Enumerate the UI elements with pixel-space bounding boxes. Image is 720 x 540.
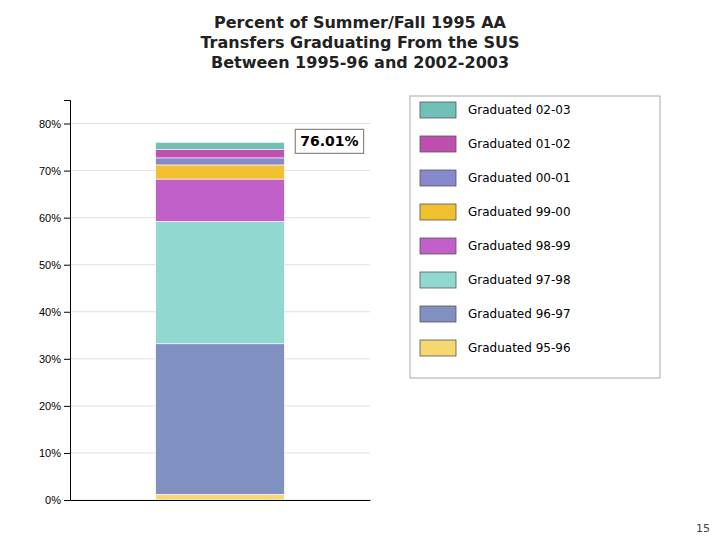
series <box>156 149 285 157</box>
bar-segment <box>156 344 285 495</box>
grid-line <box>70 123 370 124</box>
legend-item: Graduated 99-00 <box>420 204 571 220</box>
title-line: Transfers Graduating From the SUS <box>200 33 519 52</box>
annotation-text: 76.01% <box>300 133 358 149</box>
legend-label: Graduated 97-98 <box>468 273 571 287</box>
bar-segment <box>156 221 285 343</box>
series <box>156 142 285 149</box>
bars <box>156 142 285 500</box>
tick-label: 60% <box>39 212 61 224</box>
series <box>156 494 285 500</box>
y-tick: 70% <box>39 165 70 177</box>
plot: 0% 10% 20% 30% 40% 50% 60% 70% 80% 76.01% <box>39 101 371 507</box>
legend-item: Graduated 95-96 <box>420 340 571 356</box>
bar-segment <box>156 179 285 221</box>
bar-segment <box>156 165 285 179</box>
title: Percent of Summer/Fall 1995 AATransfers … <box>200 13 519 72</box>
grid <box>70 124 370 500</box>
y-axis: 0% 10% 20% 30% 40% 50% 60% 70% 80% <box>39 101 71 507</box>
series <box>156 179 285 221</box>
legend-swatch <box>420 340 456 356</box>
tick-mark <box>64 124 70 125</box>
bar-segment <box>156 149 285 157</box>
y-tick: 10% <box>39 447 70 459</box>
title-line: Percent of Summer/Fall 1995 AA <box>214 13 507 32</box>
legend-label: Graduated 99-00 <box>468 205 571 219</box>
y-tick: 30% <box>39 353 70 365</box>
legend-item: Graduated 02-03 <box>420 102 571 118</box>
page-number: 15 <box>696 522 710 535</box>
series <box>156 165 285 179</box>
legend-label: Graduated 98-99 <box>468 239 571 253</box>
annotation-box <box>295 129 363 153</box>
legend-swatch <box>420 306 456 322</box>
y-tick: 20% <box>39 400 70 412</box>
legend-swatch <box>420 136 456 152</box>
tick-mark <box>64 453 70 454</box>
y-tick: 0% <box>45 494 70 506</box>
legend-item: Graduated 96-97 <box>420 306 571 322</box>
tick-label: 0% <box>45 494 61 506</box>
legend-label: Graduated 02-03 <box>468 103 571 117</box>
axis-line <box>64 101 71 501</box>
legend-swatch <box>420 238 456 254</box>
x-axis <box>71 500 371 502</box>
tick-label: 80% <box>39 118 61 130</box>
legend-label: Graduated 95-96 <box>468 341 571 355</box>
legend-label: Graduated 96-97 <box>468 307 571 321</box>
tick-label: 50% <box>39 259 61 271</box>
tick-mark <box>64 265 70 266</box>
legend-frame <box>410 96 660 378</box>
tick-label: 10% <box>39 447 61 459</box>
series <box>156 344 285 495</box>
legend-swatch <box>420 170 456 186</box>
legend-swatch <box>420 204 456 220</box>
title-line: Between 1995-96 and 2002-2003 <box>211 53 509 72</box>
tick-mark <box>64 218 70 219</box>
tick-mark <box>64 500 70 501</box>
tick-label: 70% <box>39 165 61 177</box>
tick-mark <box>64 312 70 313</box>
legend-item: Graduated 01-02 <box>420 136 571 152</box>
tick-label: 40% <box>39 306 61 318</box>
legend: Graduated 02-03 Graduated 01-02 Graduated … <box>410 96 660 378</box>
legend-swatch <box>420 272 456 288</box>
y-tick: 50% <box>39 259 70 271</box>
tick-label: 20% <box>39 400 61 412</box>
legend-label: Graduated 01-02 <box>468 137 571 151</box>
annotation: 76.01% <box>295 129 363 153</box>
y-tick: 80% <box>39 118 70 130</box>
y-tick: 40% <box>39 306 70 318</box>
legend-label: Graduated 00-01 <box>468 171 571 185</box>
legend-swatch <box>420 102 456 118</box>
tick-mark <box>64 406 70 407</box>
tick-label: 30% <box>39 353 61 365</box>
bar-segment <box>156 158 285 165</box>
bar-segment <box>156 494 285 500</box>
legend-item: Graduated 00-01 <box>420 170 571 186</box>
axis-line <box>71 500 371 501</box>
series <box>156 221 285 343</box>
tick-mark <box>64 359 70 360</box>
chart: Percent of Summer/Fall 1995 AATransfers … <box>0 0 720 540</box>
legend-item: Graduated 97-98 <box>420 272 571 288</box>
legend-item: Graduated 98-99 <box>420 238 571 254</box>
series <box>156 158 285 165</box>
tick-mark <box>64 171 70 172</box>
y-tick: 60% <box>39 212 70 224</box>
bar-segment <box>156 142 285 149</box>
